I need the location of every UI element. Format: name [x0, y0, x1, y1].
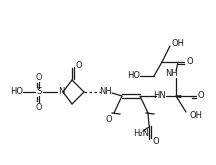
Text: O: O [106, 115, 112, 125]
Text: HO: HO [127, 71, 140, 81]
Text: OH: OH [172, 38, 184, 48]
Text: OH: OH [189, 112, 203, 120]
Text: O: O [76, 61, 82, 69]
Text: O: O [153, 137, 159, 147]
Text: S: S [36, 87, 42, 97]
Text: NH: NH [165, 69, 177, 79]
Text: O: O [36, 102, 42, 112]
Text: HN: HN [154, 92, 166, 100]
Text: HO: HO [11, 87, 24, 97]
Text: H₂N: H₂N [133, 130, 149, 138]
Text: NH: NH [100, 87, 112, 97]
Text: N: N [58, 87, 65, 97]
Text: O: O [198, 92, 204, 100]
Text: O: O [187, 57, 193, 66]
Text: O: O [36, 72, 42, 82]
